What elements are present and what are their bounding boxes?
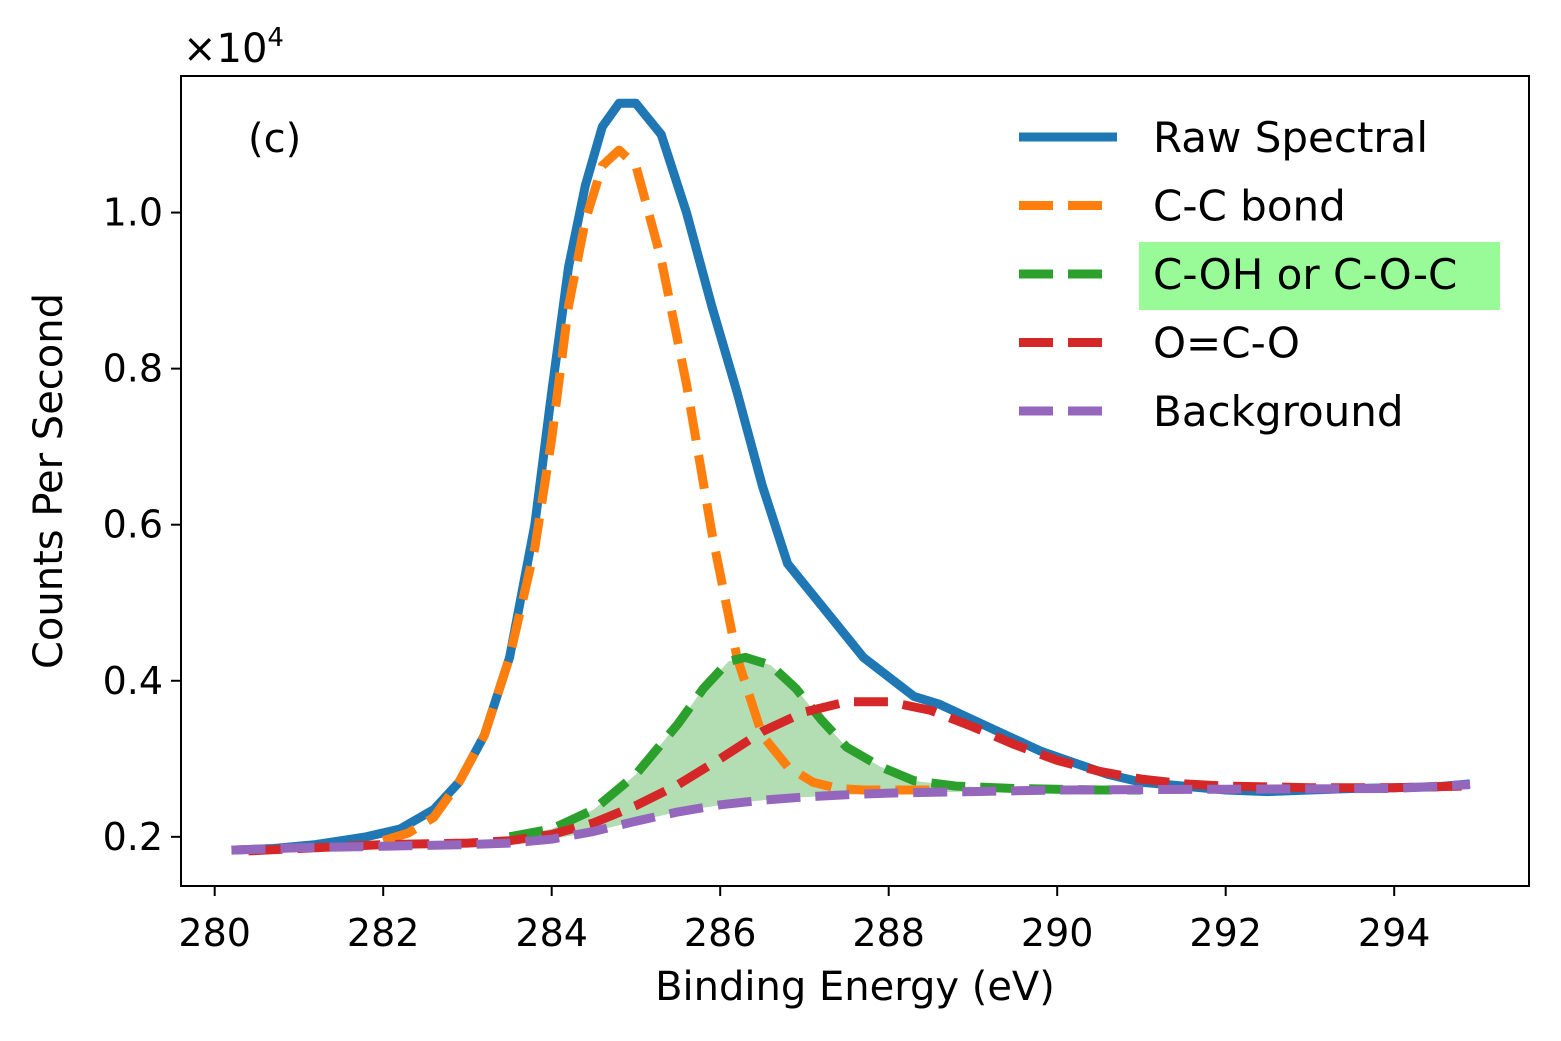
legend-label-background: Background — [1153, 387, 1404, 436]
series-layer — [231, 98, 1471, 856]
fill-layer — [509, 657, 1142, 844]
x-tick-label-288: 288 — [852, 911, 925, 955]
y-tick-label-0.6: 0.6 — [103, 503, 163, 547]
legend-label-c-oh-or-c-o-c: C-OH or C-O-C — [1153, 250, 1457, 299]
legend: Raw Spectral C-C bond C-OH or C-O-C O=C-O Ba… — [1019, 113, 1500, 436]
series-line-background — [231, 780, 1471, 855]
x-tick-label-292: 292 — [1189, 911, 1262, 955]
shaded-area-c-oh-or-c-o-c — [509, 657, 1142, 844]
x-axis-label: Binding Energy (eV) — [655, 964, 1055, 1010]
x-tick-label-286: 286 — [684, 911, 757, 955]
plot-frame — [180, 75, 1530, 887]
y-tick-label-0.8: 0.8 — [103, 347, 163, 391]
legend-highlight — [1139, 242, 1500, 310]
x-axis-ticks: 280 282 284 286 288 290 292 294 — [178, 886, 1430, 955]
legend-label-c-c-bond: C-C bond — [1153, 182, 1346, 231]
y-tick-label-0.2: 0.2 — [103, 815, 163, 859]
y-axis-multiplier: ×104 — [183, 23, 284, 72]
y-multiplier-base: ×10 — [183, 26, 267, 72]
y-tick-label-1.0: 1.0 — [103, 191, 163, 235]
x-tick-label-290: 290 — [1021, 911, 1094, 955]
y-multiplier-exponent: 4 — [267, 23, 284, 53]
series-line-c-c-bond — [381, 145, 931, 846]
y-axis-label: Counts Per Second — [26, 293, 72, 669]
series-line-c-oh-or-c-o-c — [508, 652, 1142, 842]
x-tick-label-294: 294 — [1358, 911, 1431, 955]
y-axis-ticks: 0.2 0.4 0.6 0.8 1.0 — [103, 191, 181, 859]
x-tick-label-284: 284 — [515, 911, 588, 955]
x-tick-label-280: 280 — [178, 911, 251, 955]
x-tick-label-282: 282 — [347, 911, 420, 955]
y-tick-label-0.4: 0.4 — [103, 659, 163, 703]
legend-label-o-c-o: O=C-O — [1153, 319, 1300, 368]
legend-label-raw-spectral: Raw Spectral — [1153, 113, 1428, 162]
panel-label: (c) — [248, 116, 301, 162]
